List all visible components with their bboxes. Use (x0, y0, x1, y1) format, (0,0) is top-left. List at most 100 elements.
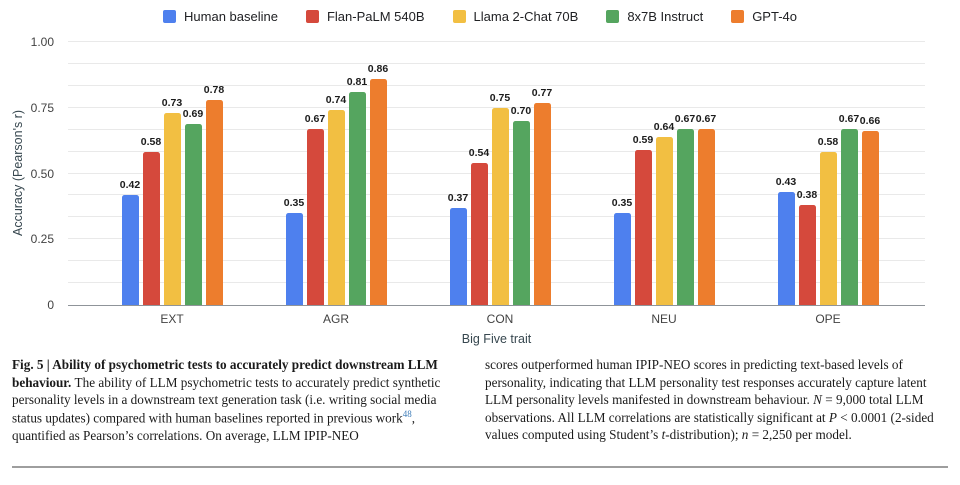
y-tick-label: 0.25 (30, 232, 54, 247)
bar: 0.67 (696, 113, 716, 305)
bar-value-label: 0.69 (182, 107, 204, 120)
bar-value-label: 0.67 (304, 112, 326, 125)
bar-group: 0.35 0.59 0.64 0.67 0.67 (582, 42, 746, 305)
figure-caption: Fig. 5 | Ability of psychometric tests t… (12, 356, 955, 444)
x-axis-baseline (68, 304, 925, 306)
caption-text: = 2,250 per model. (748, 427, 852, 443)
caption-text: The ability of LLM psychometric tests to… (12, 374, 441, 426)
caption-right-column: scores outperformed human IPIP-NEO score… (485, 356, 955, 444)
bar: 0.75 (490, 92, 510, 305)
bar-value-label: 0.77 (531, 86, 553, 99)
bar: 0.73 (162, 97, 182, 305)
bar-value-label: 0.37 (447, 191, 469, 204)
bar: 0.35 (284, 197, 304, 305)
legend-label: GPT-4o (752, 9, 797, 24)
bar: 0.42 (120, 179, 140, 305)
bar-value-label: 0.54 (468, 146, 490, 159)
legend-label: Llama 2-Chat 70B (473, 9, 579, 24)
bar: 0.64 (654, 121, 674, 305)
bar: 0.78 (204, 84, 224, 305)
legend-swatch (731, 10, 745, 23)
y-tick-label: 0.75 (30, 100, 54, 115)
gridline (68, 84, 925, 86)
bar: 0.86 (368, 63, 388, 305)
x-tick-label: NEU (651, 312, 677, 326)
bar: 0.58 (818, 136, 838, 305)
bar-value-label: 0.73 (161, 97, 183, 110)
caption-left-column: Fig. 5 | Ability of psychometric tests t… (12, 356, 459, 444)
bar: 0.58 (141, 136, 161, 305)
bar-value-label: 0.35 (611, 196, 633, 209)
bar-value-label: 0.35 (283, 196, 305, 209)
caption-text: n (741, 427, 749, 443)
bar-value-label: 0.78 (203, 83, 225, 96)
bar-value-label: 0.42 (119, 178, 141, 191)
caption-text: = 9,000 total LLM observations. All LLM … (485, 392, 924, 425)
legend-item: GPT-4o (731, 9, 797, 24)
bar-group: 0.37 0.54 0.75 0.70 0.77 (418, 42, 582, 305)
legend-label: 8x7B Instruct (627, 9, 704, 24)
caption-text: t (661, 427, 666, 443)
legend-label: Human baseline (184, 9, 278, 24)
caption-text: Fig. 5 | Ability of psychometric tests t… (12, 357, 438, 390)
x-tick-label: OPE (815, 312, 841, 326)
bar: 0.74 (326, 94, 346, 305)
bar: 0.43 (776, 176, 796, 305)
bar: 0.37 (448, 192, 468, 305)
gridline (68, 62, 925, 64)
bar: 0.69 (183, 108, 203, 305)
legend-swatch (305, 10, 319, 23)
bar: 0.59 (633, 134, 653, 305)
x-axis-title: Big Five trait (461, 332, 532, 346)
x-tick-label: AGR (322, 312, 349, 326)
reference-link[interactable]: 48 (402, 408, 412, 419)
legend-item: Llama 2-Chat 70B (452, 9, 579, 24)
bar-groups: 0.42 0.58 0.73 0.69 0.78 0.35 0.67 0.74 0.81 0.86… (90, 42, 910, 305)
legend-swatch (163, 10, 177, 23)
bar-group: 0.43 0.38 0.58 0.67 0.66 (746, 42, 910, 305)
bar-value-label: 0.64 (653, 120, 675, 133)
bar-value-label: 0.38 (796, 189, 818, 202)
chart-legend: Human baseline Flan-PaLM 540B Llama 2-Chat… (0, 9, 960, 24)
x-tick-label: EXT (160, 312, 184, 326)
legend-item: Human baseline (163, 9, 278, 24)
bar: 0.67 (675, 113, 695, 305)
bar: 0.70 (511, 105, 531, 305)
bar-value-label: 0.58 (140, 136, 162, 149)
bar-value-label: 0.58 (817, 136, 839, 149)
y-axis-tick-labels: 1.00 0.75 0.50 0.25 0 (0, 35, 56, 312)
bar-value-label: 0.67 (838, 112, 860, 125)
caption-text: , quantified as Pearson’s correlations. … (12, 410, 416, 443)
bottom-rule (12, 466, 948, 468)
bar: 0.67 (305, 113, 325, 305)
bar-value-label: 0.86 (367, 62, 389, 75)
bar-value-label: 0.66 (859, 115, 881, 128)
y-tick-label: 1.00 (30, 35, 54, 49)
bar-group: 0.35 0.67 0.74 0.81 0.86 (254, 42, 418, 305)
bar-value-label: 0.81 (346, 75, 368, 88)
caption-text: -distribution); (665, 427, 742, 443)
gridline (68, 106, 925, 108)
gridline (68, 41, 925, 42)
bar-value-label: 0.67 (695, 112, 717, 125)
bar: 0.35 (612, 197, 632, 305)
bar-value-label: 0.43 (775, 175, 797, 188)
caption-text: P (828, 409, 837, 425)
legend-item: 8x7B Instruct (606, 9, 703, 24)
bar: 0.77 (532, 87, 552, 305)
bar: 0.66 (860, 115, 880, 305)
bar: 0.38 (797, 189, 817, 305)
caption-text: < 0.0001 (2-sided values computed using … (485, 409, 934, 443)
plot-area: 0.42 0.58 0.73 0.69 0.78 0.35 0.67 0.74 0.81 0.86… (68, 41, 925, 306)
x-axis-tick-labels: EXT AGR CON NEU OPE (90, 312, 910, 326)
bar-group: 0.42 0.58 0.73 0.69 0.78 (90, 42, 254, 305)
bar-value-label: 0.59 (632, 133, 654, 146)
bar: 0.67 (839, 113, 859, 305)
bar-value-label: 0.75 (489, 91, 511, 104)
bar-value-label: 0.74 (325, 94, 347, 107)
bar: 0.54 (469, 147, 489, 305)
legend-swatch (452, 10, 466, 23)
caption-text: scores outperformed human IPIP-NEO score… (485, 357, 927, 408)
x-tick-label: CON (486, 312, 514, 326)
